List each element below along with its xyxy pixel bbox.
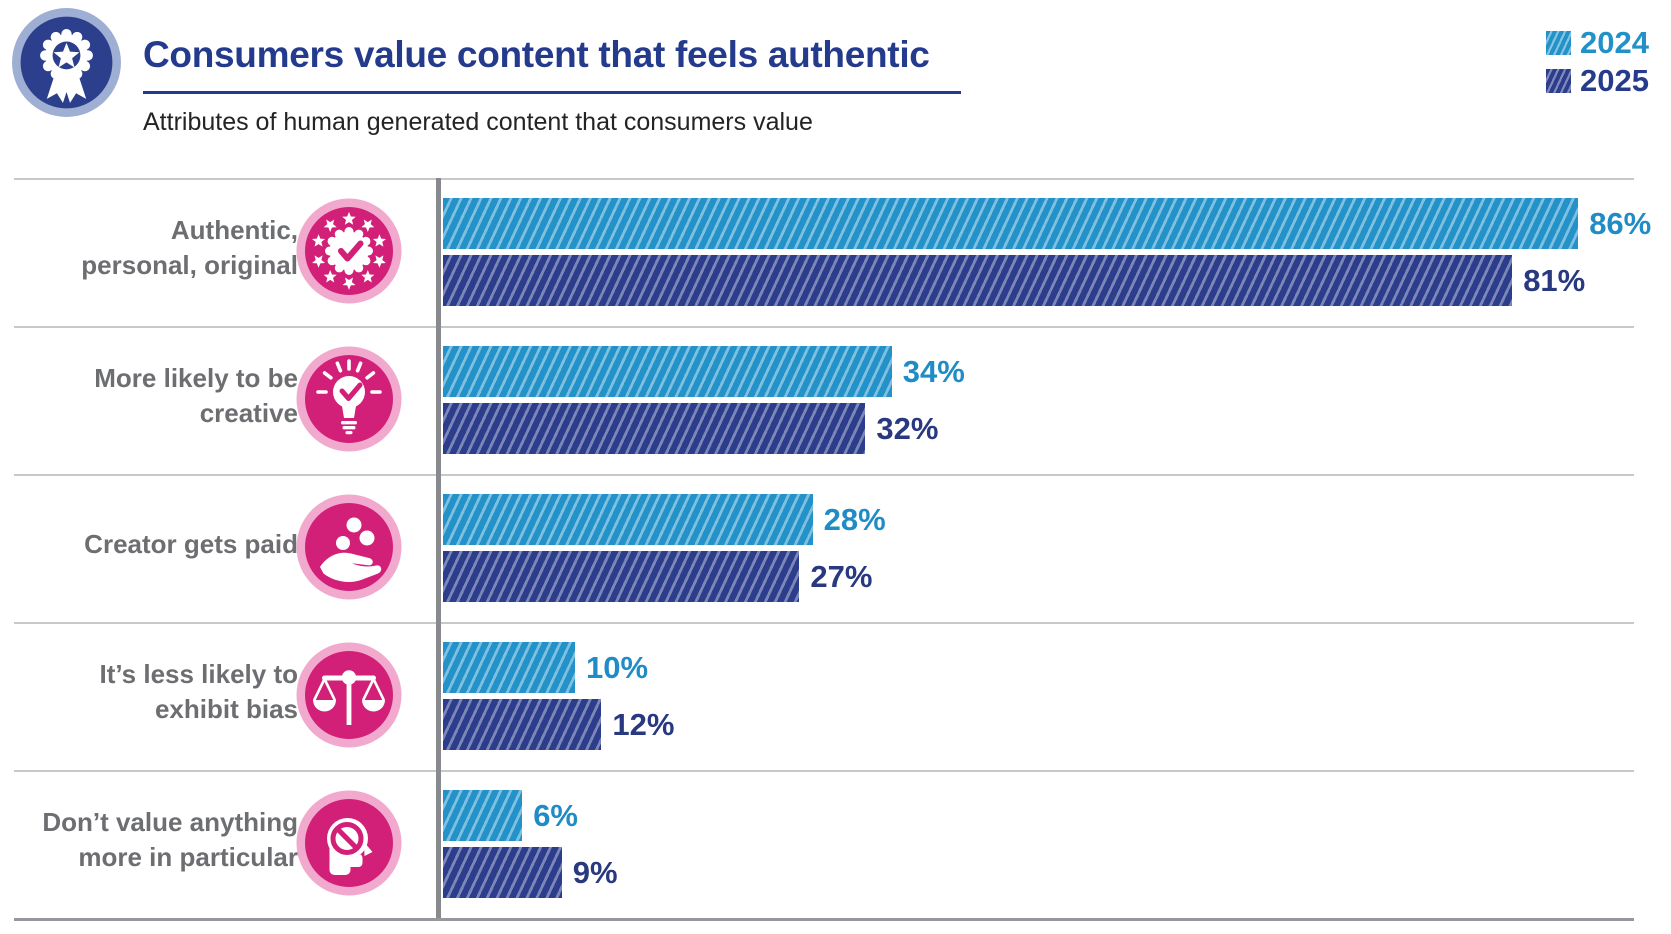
balance-scale-icon	[296, 642, 402, 748]
value-label-2024: 34%	[902, 353, 965, 389]
bar-2024	[443, 346, 892, 397]
chart-row-nothing-particular: Don’t value anything more in particular	[14, 770, 1634, 918]
head-prohibition-icon	[296, 790, 402, 896]
value-label-2024: 86%	[1589, 205, 1652, 241]
value-label-2024: 6%	[533, 797, 578, 833]
category-label: Don’t value anything more in particular	[42, 807, 298, 872]
value-label-2025: 9%	[572, 854, 618, 890]
hand-coins-icon	[296, 494, 402, 600]
legend-item-2025: 2025	[1546, 62, 1649, 100]
category-label: It’s less likely to exhibit bias	[99, 659, 298, 724]
bar-2025	[443, 699, 602, 750]
category-label: Creator gets paid	[84, 528, 298, 559]
chart-subtitle: Attributes of human generated content th…	[143, 108, 813, 136]
value-label-2024: 10%	[586, 649, 649, 685]
axis-line	[436, 178, 441, 918]
chart-row-less-bias: It’s less likely to exhibit bias	[14, 622, 1634, 770]
legend: 2024 2025	[1546, 24, 1649, 100]
value-label-2025: 32%	[876, 410, 939, 446]
bar-2025	[443, 403, 866, 454]
chart-row-authentic: Authentic, personal, original	[14, 178, 1651, 326]
value-label-2025: 81%	[1523, 262, 1586, 298]
chart-row-creative: More likely to be creative	[14, 326, 1634, 474]
bar-2024	[443, 198, 1579, 249]
bar-2025	[443, 551, 800, 602]
lightbulb-check-icon	[296, 346, 402, 452]
bar-chart: Authentic, personal, original	[0, 178, 1671, 921]
legend-item-2024: 2024	[1546, 24, 1649, 62]
certified-badge-icon	[296, 198, 402, 304]
bar-2025	[443, 847, 562, 898]
award-rosette-icon	[10, 6, 123, 119]
legend-label-2025: 2025	[1580, 63, 1649, 98]
legend-swatch-2024-icon	[1546, 31, 1572, 55]
bar-2024	[443, 642, 575, 693]
category-label: Authentic, personal, original	[81, 215, 298, 280]
bar-2025	[443, 255, 1513, 306]
page-title: Consumers value content that feels authe…	[143, 34, 930, 75]
value-label-2025: 12%	[612, 706, 675, 742]
value-label-2025: 27%	[810, 558, 873, 594]
category-label: More likely to be creative	[94, 363, 298, 428]
legend-swatch-2025-icon	[1546, 69, 1572, 93]
bar-2024	[443, 790, 523, 841]
legend-label-2024: 2024	[1580, 25, 1649, 60]
value-label-2024: 28%	[823, 501, 886, 537]
chart-baseline	[14, 918, 1634, 921]
chart-row-creator-paid: Creator gets paid 2	[14, 474, 1634, 622]
title-underline	[143, 91, 961, 94]
bar-2024	[443, 494, 813, 545]
